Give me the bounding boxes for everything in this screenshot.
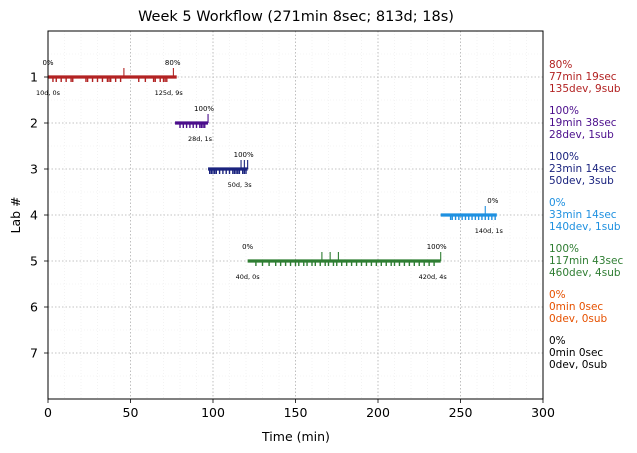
x-tick-label: 150 (284, 405, 308, 420)
summary-line: 100% (549, 243, 579, 255)
lab-2-bar-group: 100% 28d, 1s (175, 105, 214, 143)
summary-line: 28dev, 1sub (549, 129, 614, 141)
summary-line: 0dev, 0sub (549, 313, 608, 325)
x-axis-label: Time (min) (261, 429, 330, 444)
end-percent-label: 0% (487, 197, 498, 205)
x-axis: 0 50 100 150 200 250 300 (44, 399, 555, 420)
end-note-label: 420d, 4s (419, 273, 448, 281)
lab-4-bar-group: 0% 140d, 1s (440, 197, 504, 235)
summary-line: 0% (549, 197, 566, 209)
summary-line: 100% (549, 151, 579, 163)
y-tick-label: 3 (30, 162, 38, 177)
end-note-label: 28d, 1s (188, 135, 213, 143)
summary-line: 0min 0sec (549, 347, 603, 359)
start-percent-label: 0% (242, 243, 253, 251)
y-tick-label: 5 (30, 254, 38, 269)
x-tick-label: 300 (531, 405, 555, 420)
summary-line: 50dev, 3sub (549, 175, 614, 187)
y-axis: 1 2 3 4 5 6 7 (30, 70, 48, 361)
summary-line: 117min 43sec (549, 255, 623, 267)
y-tick-label: 4 (30, 208, 38, 223)
x-tick-label: 0 (44, 405, 52, 420)
summary-line: 23min 14sec (549, 163, 617, 175)
x-tick-label: 200 (366, 405, 390, 420)
end-percent-label: 100% (427, 243, 447, 251)
summary-line: 19min 38sec (549, 117, 617, 129)
summary-line: 0dev, 0sub (549, 359, 608, 371)
lab-3-bar-group: 100% 50d, 3s (208, 151, 254, 189)
end-note-label: 140d, 1s (475, 227, 504, 235)
y-tick-label: 2 (30, 116, 38, 131)
lab-5-bar-group: 0% 100% 40d, 0s 420d, 4s (236, 243, 448, 281)
x-tick-label: 50 (123, 405, 139, 420)
end-note-label: 50d, 3s (228, 181, 253, 189)
summary-line: 77min 19sec (549, 71, 617, 83)
summary-line: 0% (549, 289, 566, 301)
summary-line: 0% (549, 335, 566, 347)
summary-line: 33min 14sec (549, 209, 617, 221)
start-note-label: 40d, 0s (236, 273, 261, 281)
end-percent-label: 100% (234, 151, 254, 159)
chart-title: Week 5 Workflow (271min 8sec; 813d; 18s) (138, 9, 454, 25)
summary-line: 140dev, 1sub (549, 221, 621, 233)
y-tick-label: 7 (30, 346, 38, 361)
y-axis-label: Lab # (8, 196, 23, 233)
end-percent-label: 80% (165, 59, 181, 67)
x-tick-label: 250 (449, 405, 473, 420)
summary-line: 0min 0sec (549, 301, 603, 313)
end-percent-label: 100% (194, 105, 214, 113)
x-tick-label: 100 (201, 405, 225, 420)
summary-line: 100% (549, 105, 579, 117)
summary-line: 80% (549, 59, 572, 71)
y-tick-label: 6 (30, 300, 38, 315)
end-note-label: 125d, 9s (155, 89, 184, 97)
y-tick-label: 1 (30, 70, 38, 85)
summary-line: 460dev, 4sub (549, 267, 621, 279)
summary-line: 135dev, 9sub (549, 83, 621, 95)
